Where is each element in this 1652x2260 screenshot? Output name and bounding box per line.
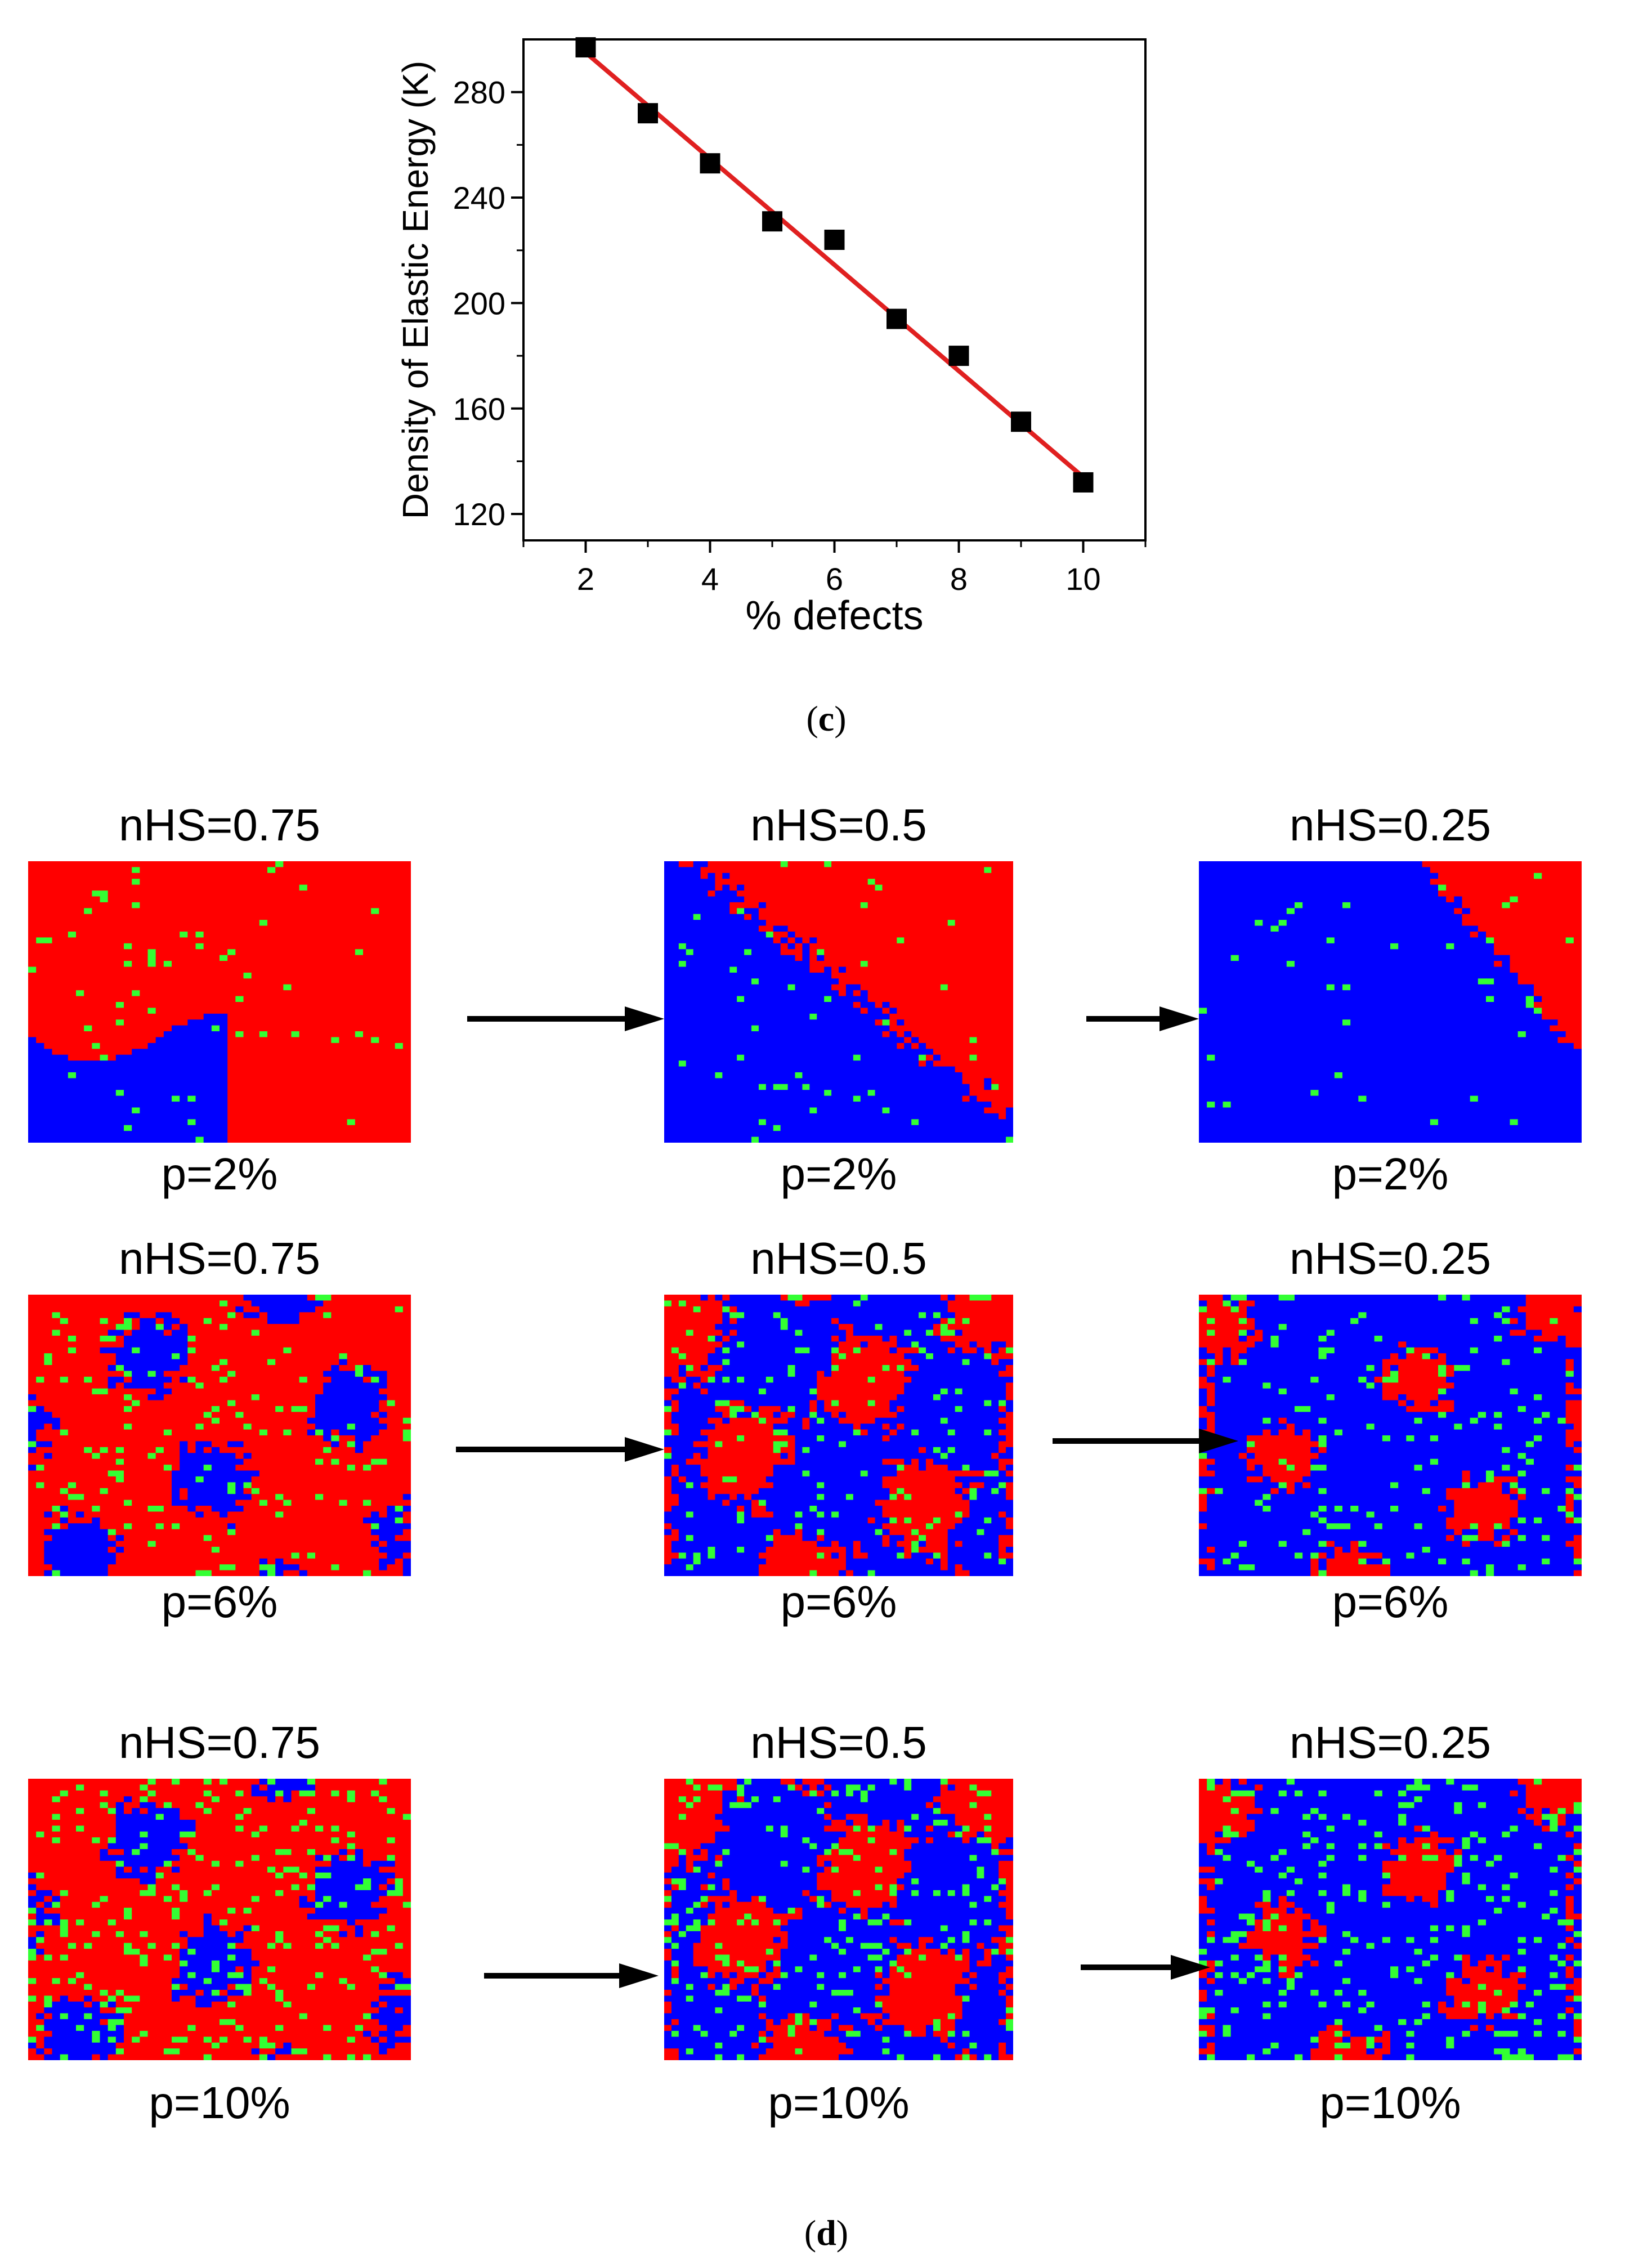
p-label: p=2% [162, 1148, 278, 1200]
data-point [700, 153, 720, 174]
data-point [1073, 472, 1094, 493]
x-tick-label: 10 [1065, 561, 1100, 597]
data-point [824, 230, 845, 250]
nhs-label: nHS=0.75 [119, 1717, 320, 1769]
p-label: p=10% [1319, 2077, 1461, 2129]
x-axis-label: % defects [745, 593, 923, 638]
x-tick-label: 6 [826, 561, 843, 597]
data-point [762, 211, 782, 232]
data-point [1011, 411, 1031, 432]
p-label: p=10% [149, 2077, 290, 2129]
nhs-label: nHS=0.5 [750, 1233, 927, 1285]
p-label: p=10% [768, 2077, 909, 2129]
lattice-grid [28, 1295, 411, 1576]
x-tick-label: 4 [701, 561, 719, 597]
scatter-chart: 2 4 6 8 10 120 160 200 240 280 % defects Density … [395, 37, 1147, 638]
chart-marks [575, 37, 1094, 493]
lattice-grid [664, 861, 1013, 1143]
nhs-label: nHS=0.75 [119, 799, 320, 851]
lattice-snapshot [664, 1779, 1013, 2060]
lattice-grid [664, 1295, 1013, 1576]
lattice-grid [28, 1779, 411, 2060]
data-point [887, 308, 907, 329]
x-tick-label: 8 [950, 561, 968, 597]
y-tick-label: 120 [453, 496, 505, 532]
lattice-grid [1199, 861, 1582, 1143]
p-label: p=6% [162, 1576, 278, 1628]
lattice-grid [28, 861, 411, 1143]
nhs-label: nHS=0.25 [1290, 1233, 1491, 1285]
nhs-label: nHS=0.75 [119, 1233, 320, 1285]
p-label: p=6% [1332, 1576, 1449, 1628]
transition-arrow [1086, 1006, 1199, 1031]
data-point [575, 37, 596, 58]
lattice-grid [1199, 1295, 1582, 1576]
lattice-snapshot [664, 861, 1013, 1143]
data-point [638, 103, 658, 124]
lattice-snapshot [28, 1295, 411, 1576]
lattice-snapshot [28, 861, 411, 1143]
nhs-label: nHS=0.25 [1290, 1717, 1491, 1769]
nhs-label: nHS=0.5 [750, 799, 927, 851]
y-tick-label: 160 [453, 391, 505, 427]
lattice-snapshot [664, 1295, 1013, 1576]
transition-arrow [1081, 1955, 1210, 1980]
transition-arrow [484, 1963, 659, 1988]
p-label: p=2% [781, 1148, 897, 1200]
panel-label-d: (d) [804, 2212, 848, 2254]
transition-arrow [1053, 1429, 1238, 1453]
y-tick-label: 280 [453, 75, 505, 110]
y-tick-label: 200 [453, 285, 505, 321]
lattice-snapshot [28, 1779, 411, 2060]
transition-arrow [467, 1006, 664, 1031]
lattice-snapshot [1199, 1779, 1582, 2060]
axis-ticks: 2 4 6 8 10 120 160 200 240 280 [453, 75, 1147, 597]
lattice-snapshot [1199, 861, 1582, 1143]
y-axis-label: Density of Elastic Energy (K) [395, 61, 436, 520]
x-tick-label: 2 [577, 561, 594, 597]
data-point [948, 346, 969, 366]
transition-arrow [456, 1437, 664, 1462]
p-label: p=2% [1332, 1148, 1449, 1200]
p-label: p=6% [781, 1576, 897, 1628]
panel-label-c: (c) [806, 698, 846, 740]
y-tick-label: 240 [453, 180, 505, 216]
plot-frame [522, 38, 1147, 541]
lattice-grid [664, 1779, 1013, 2060]
fit-line [584, 51, 1085, 479]
nhs-label: nHS=0.5 [750, 1717, 927, 1769]
lattice-snapshot [1199, 1295, 1582, 1576]
nhs-label: nHS=0.25 [1290, 799, 1491, 851]
lattice-grid [1199, 1779, 1582, 2060]
